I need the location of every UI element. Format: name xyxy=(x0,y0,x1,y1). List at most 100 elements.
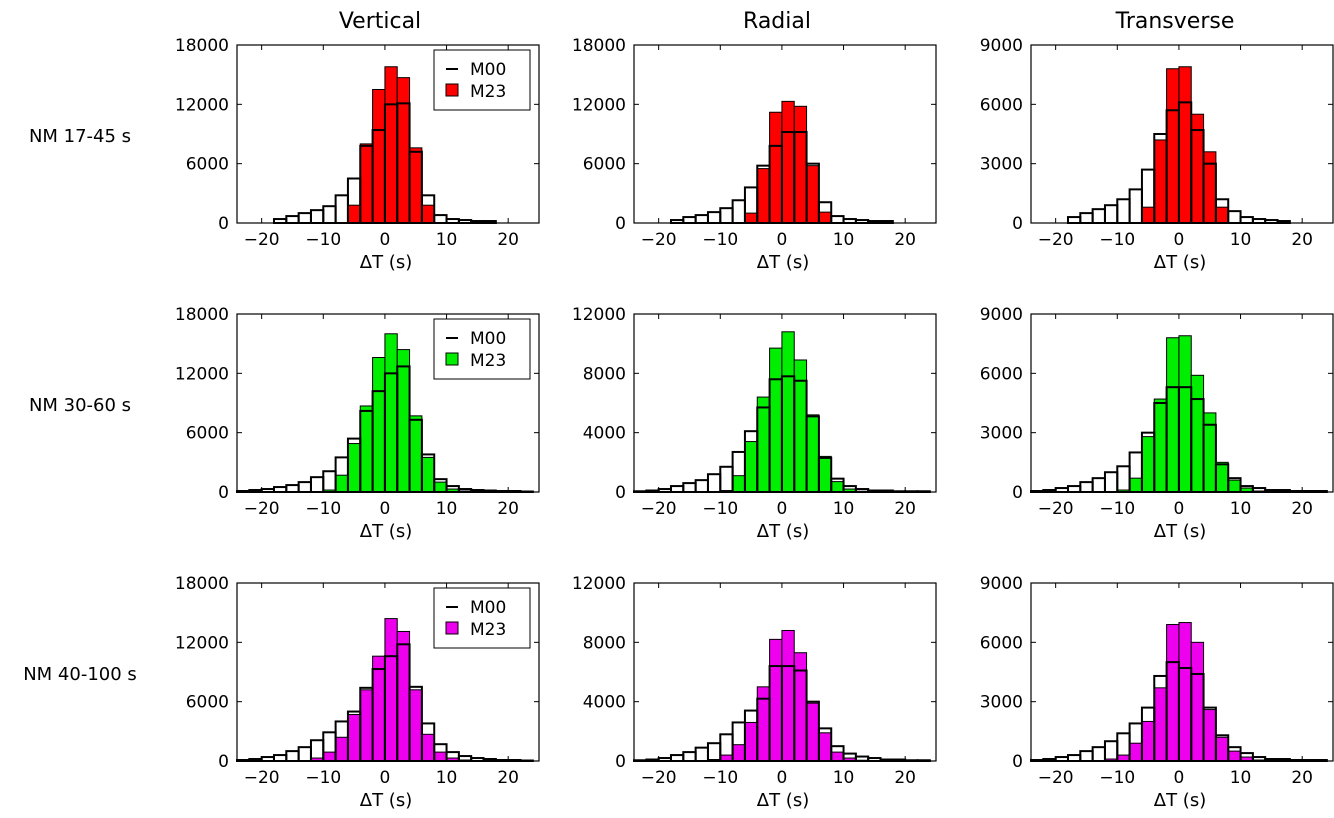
bar-m00 xyxy=(1091,208,1106,224)
legend-m23-swatch xyxy=(445,83,459,97)
x-tick-label: 0 xyxy=(1174,499,1185,519)
bar-m23 xyxy=(781,100,795,224)
bar-m23 xyxy=(769,347,783,493)
x-tick-label: −20 xyxy=(641,499,677,519)
bar-m23 xyxy=(347,714,361,762)
y-tick-label: 3000 xyxy=(980,693,1023,713)
y-tick-label: 12000 xyxy=(572,574,626,594)
bar-m23 xyxy=(1178,335,1192,493)
bar-m23 xyxy=(335,474,349,493)
y-tick-label: 3000 xyxy=(980,424,1023,444)
y-tick-label: 6000 xyxy=(186,693,229,713)
legend-box xyxy=(433,318,531,380)
bar-m23 xyxy=(409,147,423,224)
bar-m00 xyxy=(731,199,746,224)
x-axis-label: ΔT (s) xyxy=(360,252,412,273)
bar-m00 xyxy=(322,470,337,494)
y-tick-label: 0 xyxy=(218,483,229,503)
bar-m00 xyxy=(297,746,312,763)
y-tick-label: 9000 xyxy=(980,305,1023,325)
bar-m00 xyxy=(719,465,734,493)
x-axis-label: ΔT (s) xyxy=(360,521,412,542)
bar-m00 xyxy=(1066,754,1082,762)
bar-m23 xyxy=(359,405,374,493)
histogram-panel-5: −20 −10 0 10 20 0 3000 6000 9000 ΔT (s) xyxy=(980,305,1334,542)
plot-frame xyxy=(1030,582,1334,762)
row-label-40-100: NM 40-100 s xyxy=(23,664,137,685)
bar-m23 xyxy=(1203,151,1217,224)
bar-m23 xyxy=(359,143,374,224)
bar-m00 xyxy=(682,216,697,224)
y-tick-label: 0 xyxy=(1012,752,1023,772)
bar-m00 xyxy=(706,473,722,494)
legend-m23-swatch xyxy=(445,621,459,635)
plot-frame xyxy=(236,313,540,493)
x-tick-label: −20 xyxy=(1038,768,1074,788)
row-label-17-45: NM 17-45 s xyxy=(29,126,131,147)
bar-m00 xyxy=(669,754,685,762)
x-tick-label: 10 xyxy=(833,768,855,788)
bar-m00 xyxy=(1066,216,1082,224)
x-tick-label: 0 xyxy=(777,768,788,788)
bar-m23 xyxy=(433,751,448,762)
x-tick-label: 10 xyxy=(833,230,855,250)
bar-m23 xyxy=(421,456,435,493)
bar-m00 xyxy=(1103,740,1119,763)
bar-m00 xyxy=(297,481,312,494)
y-tick-label: 18000 xyxy=(175,305,229,325)
bar-m23 xyxy=(732,744,746,762)
column-title-transverse: Transverse xyxy=(1115,9,1235,34)
bar-m23 xyxy=(769,638,783,762)
bar-m00 xyxy=(1116,198,1131,224)
bar-m23 xyxy=(818,455,832,493)
bar-m23 xyxy=(1215,461,1229,493)
y-tick-label: 18000 xyxy=(175,574,229,594)
bar-m00 xyxy=(309,209,325,224)
bar-m00 xyxy=(1091,477,1106,493)
bar-m00 xyxy=(682,751,697,762)
bar-m23 xyxy=(1215,206,1229,224)
bar-m23 xyxy=(806,165,820,224)
bar-m23 xyxy=(756,396,771,493)
bar-m23 xyxy=(372,655,386,762)
column-title-radial: Radial xyxy=(743,9,811,34)
bar-m00 xyxy=(285,750,300,762)
bar-m00 xyxy=(719,207,734,225)
x-tick-label: 20 xyxy=(497,230,519,250)
y-tick-label: 8000 xyxy=(583,633,626,653)
y-tick-label: 9000 xyxy=(980,36,1023,56)
legend-m23-label: M23 xyxy=(470,620,506,640)
y-tick-label: 12000 xyxy=(572,95,626,115)
bar-m23 xyxy=(744,212,758,224)
y-tick-label: 6000 xyxy=(186,424,229,444)
bar-m00 xyxy=(706,742,722,763)
bar-m23 xyxy=(818,732,832,762)
bar-m00 xyxy=(694,479,709,493)
y-tick-label: 6000 xyxy=(980,364,1023,384)
x-tick-label: −10 xyxy=(702,230,738,250)
bar-m23 xyxy=(421,733,435,762)
x-tick-label: 0 xyxy=(380,230,391,250)
row-label-30-60: NM 30-60 s xyxy=(29,395,131,416)
bar-m23 xyxy=(384,66,398,224)
bar-m23 xyxy=(322,751,337,762)
plot-frame xyxy=(1030,44,1334,224)
bar-m00 xyxy=(1079,212,1094,225)
x-tick-label: −20 xyxy=(244,499,280,519)
plot-frame xyxy=(236,582,540,762)
x-tick-label: −10 xyxy=(1099,768,1135,788)
x-tick-label: −10 xyxy=(1099,230,1135,250)
bar-m23 xyxy=(781,331,795,493)
x-tick-label: −20 xyxy=(1038,230,1074,250)
bar-m23 xyxy=(396,77,411,224)
y-tick-label: 4000 xyxy=(583,424,626,444)
x-tick-label: 20 xyxy=(1291,768,1313,788)
x-tick-label: 20 xyxy=(497,499,519,519)
y-tick-label: 18000 xyxy=(572,36,626,56)
x-tick-label: −10 xyxy=(702,768,738,788)
bar-m23 xyxy=(830,481,845,493)
x-axis-label: ΔT (s) xyxy=(757,790,809,811)
x-tick-label: 10 xyxy=(436,768,458,788)
histogram-panel-1: −20 −10 0 10 20 0 6000 12000 18000 ΔT (s) xyxy=(572,36,937,273)
